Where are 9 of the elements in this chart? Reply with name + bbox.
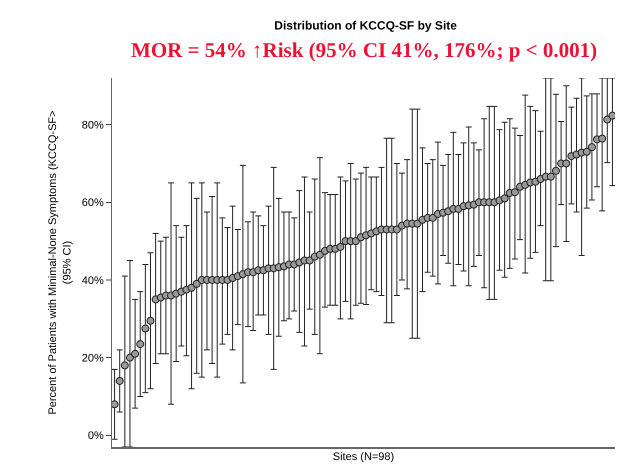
y-tick-label: 0% [88, 430, 104, 442]
y-tick-label: 40% [82, 274, 104, 287]
y-tick-label: 60% [82, 197, 104, 210]
text: MOR = 54% ↑Risk (95% CI 41%, 176%; p < 0.001) [131, 38, 598, 62]
y-axis-title: Percent of Patients with Minimal-None Symptoms (KCCQ-SF> (95% CI) [47, 110, 74, 415]
y-tick-label: 20% [82, 352, 104, 365]
y-tick-label: 80% [82, 119, 104, 132]
x-axis-title: Sites (N=98) [332, 451, 394, 464]
chart-title: Distribution of KCCQ-SF by Site [274, 18, 458, 33]
